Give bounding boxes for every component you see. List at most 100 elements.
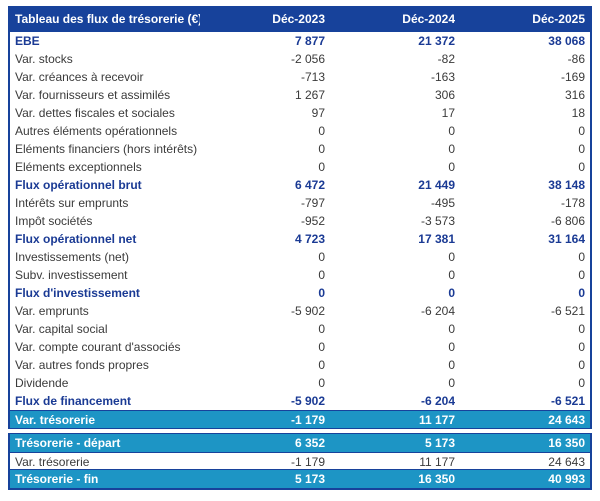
row-value: -6 204	[420, 394, 455, 408]
row-label: Trésorerie - départ	[15, 436, 121, 450]
row-value: 0	[448, 160, 455, 174]
table-row: Trésorerie - départ 6 352 5 173 16 350	[10, 434, 590, 452]
row-value: 0	[578, 286, 585, 300]
row-value: 1 267	[294, 88, 325, 102]
row-value: 0	[318, 322, 325, 336]
table-row: Var. stocks -2 056 -82 -86	[10, 50, 590, 68]
row-label: Trésorerie - fin	[15, 472, 99, 486]
row-value: 6 352	[294, 436, 325, 450]
row-value: 0	[318, 142, 325, 156]
cash-flow-table: Tableau des flux de trésorerie (€) Déc-2…	[8, 6, 592, 429]
column-header-dec-2024: Déc-2024	[402, 12, 455, 26]
row-label: Var. autres fonds propres	[15, 358, 149, 372]
table-row: Dividende 0 0 0	[10, 374, 590, 392]
row-value: 0	[318, 286, 325, 300]
table-row: Var. trésorerie -1 179 11 177 24 643	[10, 410, 590, 428]
row-value: 97	[311, 106, 325, 120]
row-label: Var. capital social	[15, 322, 108, 336]
column-header-dec-2023: Déc-2023	[272, 12, 325, 26]
row-value: -495	[430, 196, 455, 210]
table-row: Trésorerie - fin 5 173 16 350 40 993	[10, 470, 590, 488]
row-value: 17	[441, 106, 455, 120]
row-value: 0	[578, 376, 585, 390]
row-value: 0	[578, 322, 585, 336]
row-value: 0	[448, 322, 455, 336]
row-value: 6 472	[294, 178, 325, 192]
row-value: 0	[448, 124, 455, 138]
row-value: 0	[448, 142, 455, 156]
row-value: 16 350	[418, 472, 455, 486]
row-value: -163	[430, 70, 455, 84]
row-label: Eléments financiers (hors intérêts)	[15, 142, 198, 156]
row-value: 31 164	[548, 232, 585, 246]
row-value: -952	[300, 214, 325, 228]
row-value: 0	[578, 340, 585, 354]
row-label: Var. fournisseurs et assimilés	[15, 88, 171, 102]
row-value: 0	[448, 250, 455, 264]
table-row: Intérêts sur emprunts -797 -495 -178	[10, 194, 590, 212]
row-value: -82	[437, 52, 455, 66]
row-label: Flux d'investissement	[15, 286, 140, 300]
row-value: 0	[318, 340, 325, 354]
row-value: 0	[318, 268, 325, 282]
table-body: EBE 7 877 21 372 38 068 Var. stocks -2 056 -82…	[10, 32, 590, 428]
row-label: Flux opérationnel brut	[15, 178, 142, 192]
table-header-row: Tableau des flux de trésorerie (€) Déc-2…	[10, 6, 590, 32]
row-value: 0	[448, 268, 455, 282]
row-value: 17 381	[418, 232, 455, 246]
row-label: Intérêts sur emprunts	[15, 196, 129, 210]
row-value: 0	[318, 358, 325, 372]
table-row: Flux opérationnel net 4 723 17 381 31 164	[10, 230, 590, 248]
row-value: -178	[560, 196, 585, 210]
row-value: -6 521	[550, 304, 585, 318]
row-label: Flux opérationnel net	[15, 232, 137, 246]
treasury-table-body: Trésorerie - départ 6 352 5 173 16 350 Var. …	[10, 434, 590, 488]
table-row: Autres éléments opérationnels 0 0 0	[10, 122, 590, 140]
row-value: -2 056	[290, 52, 325, 66]
table-row: Var. compte courant d'associés 0 0 0	[10, 338, 590, 356]
table-row: Flux d'investissement 0 0 0	[10, 284, 590, 302]
row-value: 0	[578, 142, 585, 156]
row-value: 11 177	[419, 455, 455, 469]
row-value: 38 068	[548, 34, 585, 48]
row-value: 11 177	[418, 413, 455, 427]
row-label: EBE	[15, 34, 40, 48]
table-row: Investissements (net) 0 0 0	[10, 248, 590, 266]
row-label: Var. trésorerie	[15, 413, 96, 427]
row-value: 24 643	[548, 413, 585, 427]
row-value: 24 643	[548, 455, 585, 469]
table-row: Impôt sociétés -952 -3 573 -6 806	[10, 212, 590, 230]
section-separator	[8, 429, 592, 433]
row-value: 306	[434, 88, 455, 102]
treasury-summary-table: Trésorerie - départ 6 352 5 173 16 350 Var. …	[8, 433, 592, 490]
cash-flow-statement: Tableau des flux de trésorerie (€) Déc-2…	[8, 6, 592, 490]
table-row: EBE 7 877 21 372 38 068	[10, 32, 590, 50]
table-row: Var. autres fonds propres 0 0 0	[10, 356, 590, 374]
row-label: Var. créances à recevoir	[15, 70, 144, 84]
row-value: 0	[448, 376, 455, 390]
table-row: Var. dettes fiscales et sociales 97 17 18	[10, 104, 590, 122]
row-value: 38 148	[548, 178, 585, 192]
row-value: -797	[300, 196, 325, 210]
row-value: 0	[318, 250, 325, 264]
row-value: -1 179	[290, 455, 325, 469]
row-value: -6 521	[550, 394, 585, 408]
row-value: -5 902	[290, 394, 325, 408]
row-value: 4 723	[294, 232, 325, 246]
row-label: Impôt sociétés	[15, 214, 93, 228]
column-header-dec-2025: Déc-2025	[532, 12, 585, 26]
row-value: 16 350	[548, 436, 585, 450]
row-label: Dividende	[15, 376, 69, 390]
row-value: 7 877	[294, 34, 325, 48]
table-row: Var. trésorerie -1 179 11 177 24 643	[10, 452, 590, 470]
table-title: Tableau des flux de trésorerie (€)	[15, 12, 200, 26]
row-label: Investissements (net)	[15, 250, 130, 264]
row-value: 0	[448, 286, 455, 300]
row-value: 0	[318, 160, 325, 174]
row-value: 18	[571, 106, 585, 120]
row-label: Subv. investissement	[15, 268, 128, 282]
row-label: Flux de financement	[15, 394, 132, 408]
row-value: -169	[560, 70, 585, 84]
row-label: Var. compte courant d'associés	[15, 340, 181, 354]
table-row: Var. fournisseurs et assimilés 1 267 306 31…	[10, 86, 590, 104]
